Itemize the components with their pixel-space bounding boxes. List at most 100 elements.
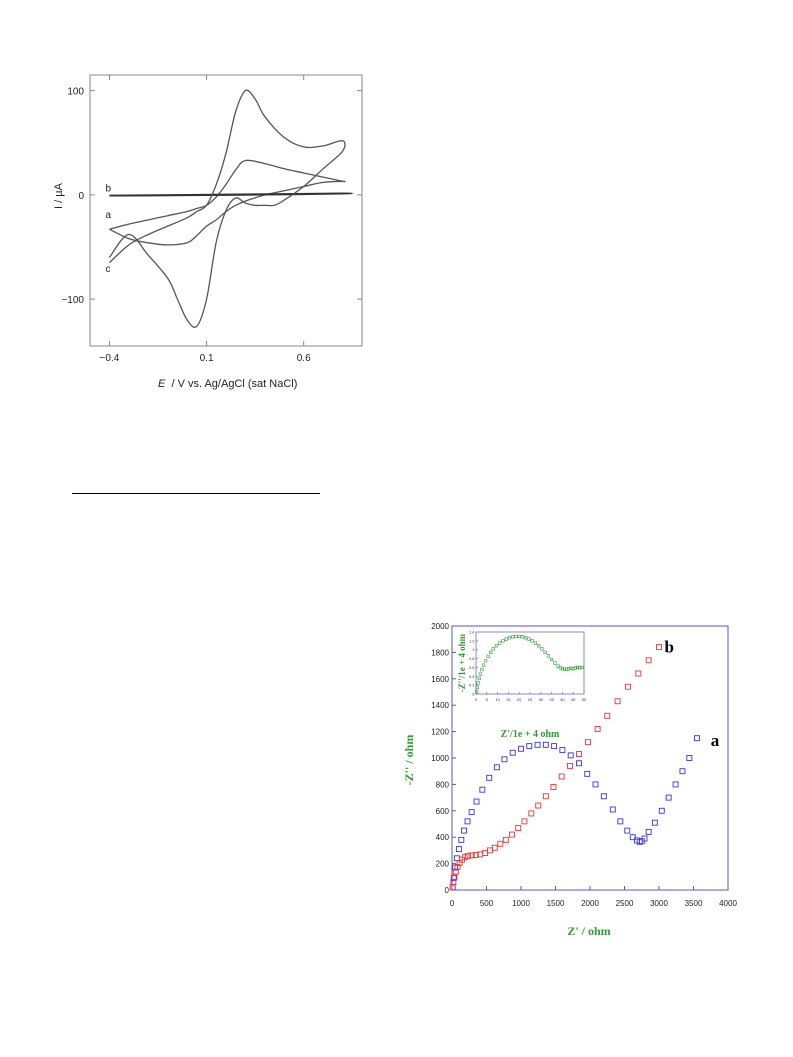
eis-inset-point — [517, 634, 521, 639]
eis-inset-point — [562, 667, 567, 671]
eis-point-a — [567, 752, 574, 759]
eis-inset-point — [549, 657, 554, 662]
eis-inset-point — [507, 636, 512, 640]
eis-inset-x-tick-label: 5 — [486, 697, 489, 702]
eis-inset-y-tick-label: 1.2 — [469, 638, 475, 643]
eis-point-a — [468, 809, 475, 816]
eis-point-a — [617, 818, 624, 825]
eis-x-tick-label: 2000 — [581, 899, 599, 908]
cv-y-tick-label: 0 — [78, 191, 84, 202]
eis-series-label-b: b — [665, 637, 674, 656]
eis-inset-x-tick-label: 25 — [528, 697, 533, 702]
eis-y-tick-label: 1000 — [431, 754, 449, 763]
eis-inset-x-tick-label: 0 — [475, 697, 478, 702]
eis-y-tick-label: 1200 — [431, 728, 449, 737]
eis-point-a — [493, 764, 500, 771]
eis-point-b — [635, 670, 642, 677]
eis-inset-point — [530, 639, 534, 643]
eis-inset-point — [494, 644, 499, 648]
eis-x-tick-label: 0 — [450, 899, 455, 908]
eis-point-b — [542, 793, 549, 800]
eis-point-b — [515, 825, 522, 831]
eis-point-b — [464, 852, 471, 859]
cv-y-tick-label: 100 — [67, 87, 84, 98]
eis-inset-x-tick-label: 20 — [517, 697, 522, 702]
eis-series-label-a: a — [711, 731, 720, 750]
eis-inset-point — [533, 641, 537, 645]
eis-y-tick-label: 600 — [436, 807, 450, 816]
eis-point-a — [449, 884, 456, 891]
eis-x-tick-label: 4000 — [719, 899, 737, 908]
eis-inset-point — [553, 661, 557, 665]
eis-inset-point — [558, 666, 562, 670]
eis-inset-frame — [475, 631, 585, 695]
eis-inset-point — [580, 665, 584, 670]
eis-y-tick-label: 400 — [436, 833, 450, 842]
eis-inset-x-tick-label: 30 — [539, 697, 544, 702]
eis-point-a — [486, 774, 493, 781]
eis-point-b — [584, 739, 591, 746]
eis-point-a — [473, 798, 480, 805]
eis-point-a — [600, 793, 607, 800]
eis-inset-point — [480, 668, 484, 672]
eis-inset-point — [560, 667, 564, 671]
eis-inset-y-tick-label: 1 — [472, 647, 475, 652]
eis-inset-point — [489, 650, 493, 654]
eis-inset-y-tick-label: 0 — [472, 692, 475, 697]
eis-y-tick-label: 1600 — [431, 675, 449, 684]
eis-inset-x-tick-label: 35 — [549, 697, 554, 702]
eis-inset-point — [504, 637, 508, 641]
eis-inset-x-axis-label: Z'/1e + 4 ohm — [501, 729, 560, 740]
eis-inset-point — [569, 666, 573, 670]
eis-y-tick-label: 1800 — [431, 648, 449, 657]
eis-point-b — [656, 644, 662, 651]
eis-point-b — [625, 683, 631, 690]
cv-curve-label-c: c — [106, 264, 111, 275]
cv-x-tick-label: 0.1 — [200, 353, 214, 364]
eis-inset-point — [540, 647, 544, 651]
eis-inset-point — [543, 650, 547, 654]
eis-x-tick-label: 2500 — [616, 899, 634, 908]
eis-inset-y-tick-label: 0.6 — [469, 665, 475, 670]
eis-y-axis-label: -Z'' / ohm — [402, 735, 416, 786]
eis-inset-point — [491, 647, 495, 651]
cv-plot-frame — [89, 74, 363, 347]
eis-point-b — [502, 836, 509, 843]
cv-x-tick-label: 0.6 — [297, 353, 311, 364]
eis-point-a — [679, 768, 686, 775]
eis-point-b — [645, 657, 652, 664]
eis-y-tick-label: 800 — [436, 780, 450, 789]
eis-point-b — [449, 884, 456, 891]
cv-curve-label-b: b — [106, 184, 112, 195]
eis-point-a — [641, 835, 648, 842]
eis-y-tick-label: 1400 — [431, 701, 449, 710]
cv-x-axis-label: E / V vs. Ag/AgCl (sat NaCl) — [158, 378, 297, 390]
eis-point-b — [468, 852, 475, 859]
eis-point-b — [594, 726, 601, 732]
eis-x-tick-label: 3500 — [685, 899, 703, 908]
eis-point-a — [509, 749, 516, 756]
eis-inset-point — [501, 639, 505, 643]
eis-point-a — [609, 806, 616, 813]
eis-inset-x-tick-label: 40 — [560, 697, 565, 702]
eis-inset-point — [527, 637, 531, 641]
eis-point-b — [604, 712, 611, 719]
eis-point-a — [694, 735, 700, 742]
eis-inset-y-tick-label: 1.4 — [469, 630, 475, 635]
eis-inset-point — [578, 666, 582, 670]
eis-point-b — [472, 852, 479, 858]
eis-inset-point — [484, 659, 488, 663]
eis-point-b — [550, 784, 557, 790]
eis-inset-point — [478, 672, 482, 676]
eis-point-b — [567, 762, 573, 769]
eis-point-b — [509, 831, 515, 838]
eis-point-b — [487, 847, 493, 854]
cv-curve-c — [108, 89, 346, 328]
eis-point-a — [592, 781, 599, 788]
eis-point-b — [558, 773, 565, 780]
eis-point-a — [501, 756, 508, 763]
eis-point-b — [491, 844, 498, 851]
cv-y-axis-label: I / µA — [53, 182, 65, 209]
eis-inset-point — [511, 635, 515, 639]
eis-inset-y-tick-label: 0.2 — [469, 683, 475, 688]
